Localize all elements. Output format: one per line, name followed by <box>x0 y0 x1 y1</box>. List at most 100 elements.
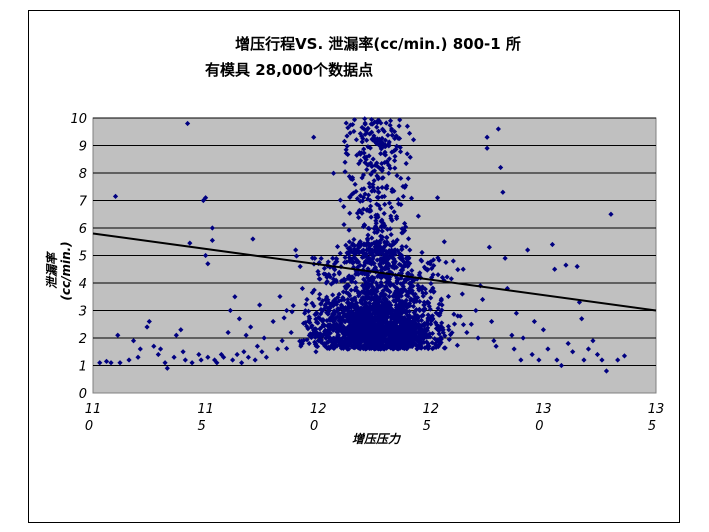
data-point <box>391 128 398 135</box>
data-point <box>398 304 404 310</box>
data-point <box>397 117 403 123</box>
data-point <box>346 227 352 233</box>
data-point <box>378 224 385 230</box>
data-point <box>457 313 463 319</box>
data-point <box>393 337 400 343</box>
data-point <box>389 320 395 326</box>
data-point <box>362 116 368 122</box>
data-point <box>409 334 415 340</box>
data-point <box>365 340 371 347</box>
data-point <box>336 318 342 324</box>
data-point <box>374 194 380 200</box>
data-point <box>353 285 359 291</box>
data-point <box>321 306 327 312</box>
data-point <box>386 305 392 311</box>
chart-title-line-1: 增压行程VS. 泄漏率(cc/min.) 800-1 所 <box>235 35 521 53</box>
data-point <box>404 318 410 324</box>
data-point <box>376 119 382 125</box>
data-point <box>406 130 413 136</box>
data-point <box>392 316 398 322</box>
data-point <box>387 242 393 248</box>
data-point <box>382 243 388 249</box>
data-point <box>342 254 348 261</box>
data-point <box>374 238 380 245</box>
data-point <box>328 281 334 287</box>
data-point <box>379 234 386 240</box>
data-point <box>368 214 374 220</box>
data-point <box>352 287 358 293</box>
data-point <box>429 313 436 319</box>
data-point <box>173 332 179 338</box>
data-point <box>423 290 429 296</box>
data-point <box>327 326 333 332</box>
data-point <box>379 160 385 167</box>
data-point <box>374 268 380 274</box>
data-point <box>135 354 141 360</box>
data-point <box>405 338 412 344</box>
data-point <box>351 254 357 260</box>
data-point <box>357 243 363 250</box>
data-point <box>441 239 447 245</box>
data-point <box>500 189 506 195</box>
data-point <box>383 279 389 285</box>
data-point <box>155 351 161 358</box>
data-point <box>372 162 378 168</box>
data-point <box>389 186 395 192</box>
data-point <box>518 357 524 363</box>
data-point <box>384 234 390 240</box>
data-point <box>320 332 326 339</box>
data-point <box>437 341 443 348</box>
data-point <box>464 329 470 336</box>
data-point <box>146 318 152 325</box>
data-point <box>308 334 315 341</box>
data-point <box>108 360 114 366</box>
data-point <box>380 343 386 349</box>
data-point <box>360 282 366 289</box>
data-point <box>362 328 368 334</box>
data-point <box>365 192 372 198</box>
data-point <box>367 197 373 204</box>
data-point <box>343 286 349 292</box>
data-point <box>383 331 389 337</box>
data-point <box>321 342 328 348</box>
data-point <box>367 203 374 209</box>
data-point <box>446 336 452 343</box>
data-point <box>427 261 433 267</box>
data-point <box>409 267 415 274</box>
data-point <box>319 308 326 314</box>
data-point <box>304 296 310 303</box>
data-point <box>374 305 380 311</box>
data-point <box>433 325 440 332</box>
data-point <box>371 345 377 351</box>
data-point <box>379 332 385 339</box>
data-point <box>321 323 327 329</box>
data-point <box>379 140 385 146</box>
data-point <box>312 341 319 347</box>
data-point <box>386 301 392 307</box>
data-point <box>346 273 352 279</box>
data-point <box>428 321 434 327</box>
data-point <box>382 327 388 333</box>
data-point <box>414 345 421 351</box>
data-point <box>289 309 295 315</box>
data-point <box>345 313 351 320</box>
data-point <box>395 196 401 203</box>
data-point <box>536 357 542 363</box>
data-point <box>388 336 394 342</box>
data-point <box>402 331 408 338</box>
data-point <box>346 255 353 261</box>
data-point <box>304 323 310 329</box>
data-point <box>346 239 352 245</box>
data-point <box>367 245 373 252</box>
data-point <box>388 302 394 308</box>
data-point <box>403 297 409 303</box>
data-point <box>302 308 308 314</box>
data-point <box>346 303 352 309</box>
data-point <box>563 262 569 268</box>
data-point <box>435 311 441 318</box>
data-point <box>421 299 427 305</box>
y-axis-label-line-1: 泄漏率 <box>45 251 59 289</box>
data-point <box>380 326 386 332</box>
data-point <box>372 139 378 145</box>
data-point <box>368 333 374 339</box>
